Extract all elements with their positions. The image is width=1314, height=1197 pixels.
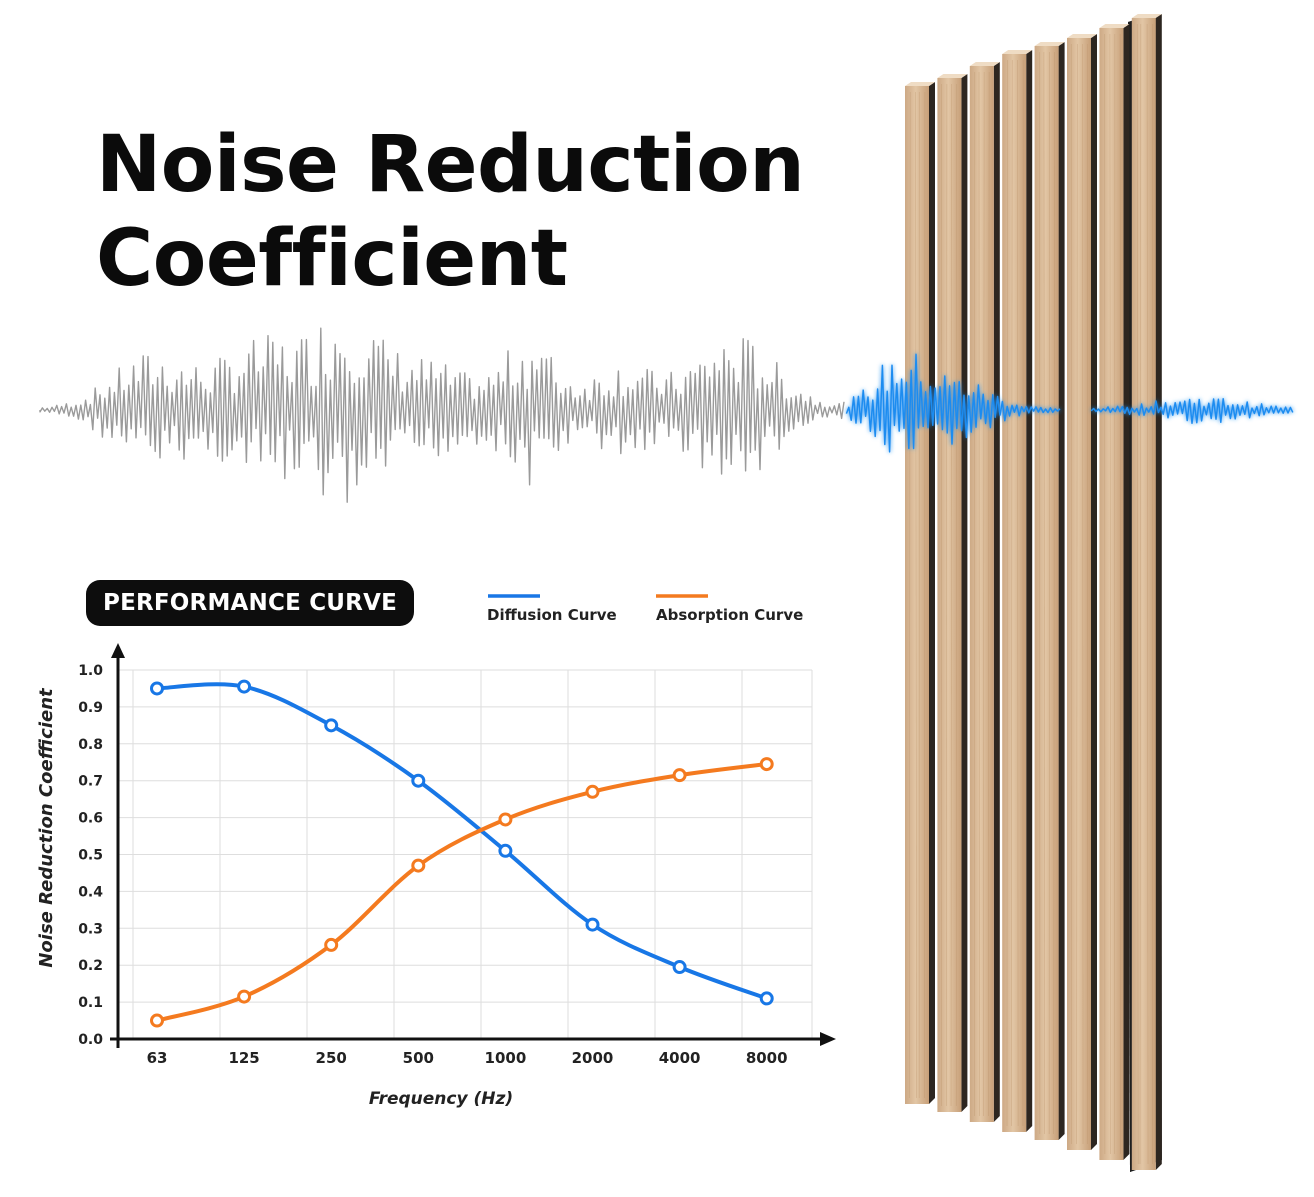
wood-grain <box>988 71 990 1117</box>
sound-wave-blue-icon <box>845 353 1294 453</box>
y-tick-label: 0.9 <box>78 700 103 716</box>
title-line-2: Coefficient <box>96 214 568 304</box>
wood-slat-side <box>1091 34 1097 1150</box>
y-tick-label: 0.4 <box>78 884 103 900</box>
wood-slat <box>905 86 929 1104</box>
wood-slat <box>1034 46 1059 1140</box>
chart-legend: Diffusion Curve Absorption Curve <box>487 594 803 624</box>
data-point-diffusion <box>585 917 600 932</box>
series-line-diffusion <box>155 682 769 1001</box>
data-point-absorption <box>150 1013 164 1028</box>
x-axis-label: Frequency (Hz) <box>369 1089 513 1109</box>
wood-grain <box>1053 51 1055 1135</box>
y-axis-arrow-icon <box>111 643 125 658</box>
wood-slat <box>1099 28 1124 1160</box>
wood-slat-side <box>1155 14 1162 1170</box>
page-title: Noise Reduction Coefficient <box>96 118 805 306</box>
wood-slat-side <box>929 82 935 1104</box>
legend-label-diffusion: Diffusion Curve <box>487 606 617 624</box>
wood-grain <box>950 83 953 1107</box>
wood-grain <box>915 91 917 1099</box>
wood-grain <box>1109 33 1112 1155</box>
wood-slat <box>1002 54 1027 1132</box>
series-line-absorption <box>155 762 769 1023</box>
performance-chart: 0.0 0.1 0.2 0.3 0.4 0.5 0.6 0.7 0.8 0.9 1.0 63 125 25… <box>36 643 836 1109</box>
wood-grain <box>1043 51 1046 1135</box>
x-tick-label: 1000 <box>485 1049 527 1067</box>
wood-grain <box>1048 51 1050 1135</box>
wood-grain <box>1139 23 1142 1165</box>
wood-slat <box>937 78 962 1112</box>
wood-grain <box>1011 59 1013 1127</box>
data-point-diffusion <box>498 843 513 858</box>
wood-slat <box>1067 38 1091 1150</box>
wood-slat <box>969 66 994 1122</box>
data-point-diffusion <box>324 718 339 733</box>
data-point-diffusion <box>672 960 687 975</box>
data-point-absorption <box>411 858 426 873</box>
wood-slat-top <box>905 82 935 86</box>
x-tick-label: 8000 <box>746 1049 788 1067</box>
data-point-absorption <box>585 784 600 799</box>
y-tick-label: 0.2 <box>78 958 103 974</box>
wood-slat-side <box>961 74 968 1112</box>
wood-grain <box>982 71 985 1117</box>
wood-grain <box>946 83 948 1107</box>
y-tick-label: 0.5 <box>78 848 103 864</box>
data-point-absorption <box>498 812 513 827</box>
y-tick-label: 0.6 <box>78 811 103 827</box>
x-tick-label: 2000 <box>572 1049 614 1067</box>
x-tick-label: 125 <box>228 1049 259 1067</box>
y-tick-label: 0.1 <box>78 995 103 1011</box>
wood-grain <box>1146 23 1149 1165</box>
wood-slat-top <box>1067 34 1097 38</box>
wood-slat-top <box>1034 42 1065 46</box>
y-tick-label: 0.8 <box>78 737 103 753</box>
data-point-diffusion <box>759 991 774 1006</box>
wood-slat-top <box>1131 14 1162 18</box>
wood-slat <box>1131 18 1156 1170</box>
x-tick-label: 63 <box>147 1049 168 1067</box>
wood-slat-side <box>1058 42 1065 1140</box>
y-axis-label: Noise Reduction Coefficient <box>36 687 57 968</box>
title-line-1: Noise Reduction <box>96 120 805 210</box>
wood-slat-side <box>993 62 1000 1122</box>
x-tick-label: 4000 <box>659 1049 701 1067</box>
data-point-absorption <box>759 757 774 772</box>
wood-slat-top <box>1002 50 1033 54</box>
y-tick-label: 0.0 <box>78 1032 103 1048</box>
data-point-absorption <box>237 989 252 1004</box>
data-point-absorption <box>324 937 339 952</box>
y-tick-label: 1.0 <box>78 663 103 679</box>
data-point-absorption <box>672 768 687 783</box>
sound-wave-gray-icon <box>39 327 845 503</box>
wood-slat-side <box>1026 50 1033 1132</box>
data-point-diffusion <box>237 679 252 694</box>
wood-grain <box>1076 43 1078 1145</box>
data-point-diffusion <box>411 773 426 788</box>
performance-curve-badge: PERFORMANCE CURVE <box>86 580 414 626</box>
y-tick-label: 0.3 <box>78 921 103 937</box>
wood-slat-side <box>1123 24 1130 1160</box>
x-tick-label: 500 <box>403 1049 434 1067</box>
wood-slat-top <box>1099 24 1130 28</box>
wood-slat-top <box>937 74 968 78</box>
wood-grain <box>1136 23 1139 1165</box>
y-tick-label: 0.7 <box>78 774 103 790</box>
x-axis-arrow-icon <box>820 1032 836 1046</box>
wood-grain <box>908 91 911 1099</box>
wood-grain <box>1017 59 1019 1127</box>
x-tick-label: 250 <box>316 1049 347 1067</box>
wood-slat-top <box>969 62 1000 66</box>
data-point-diffusion <box>150 681 164 696</box>
legend-label-absorption: Absorption Curve <box>656 606 803 624</box>
